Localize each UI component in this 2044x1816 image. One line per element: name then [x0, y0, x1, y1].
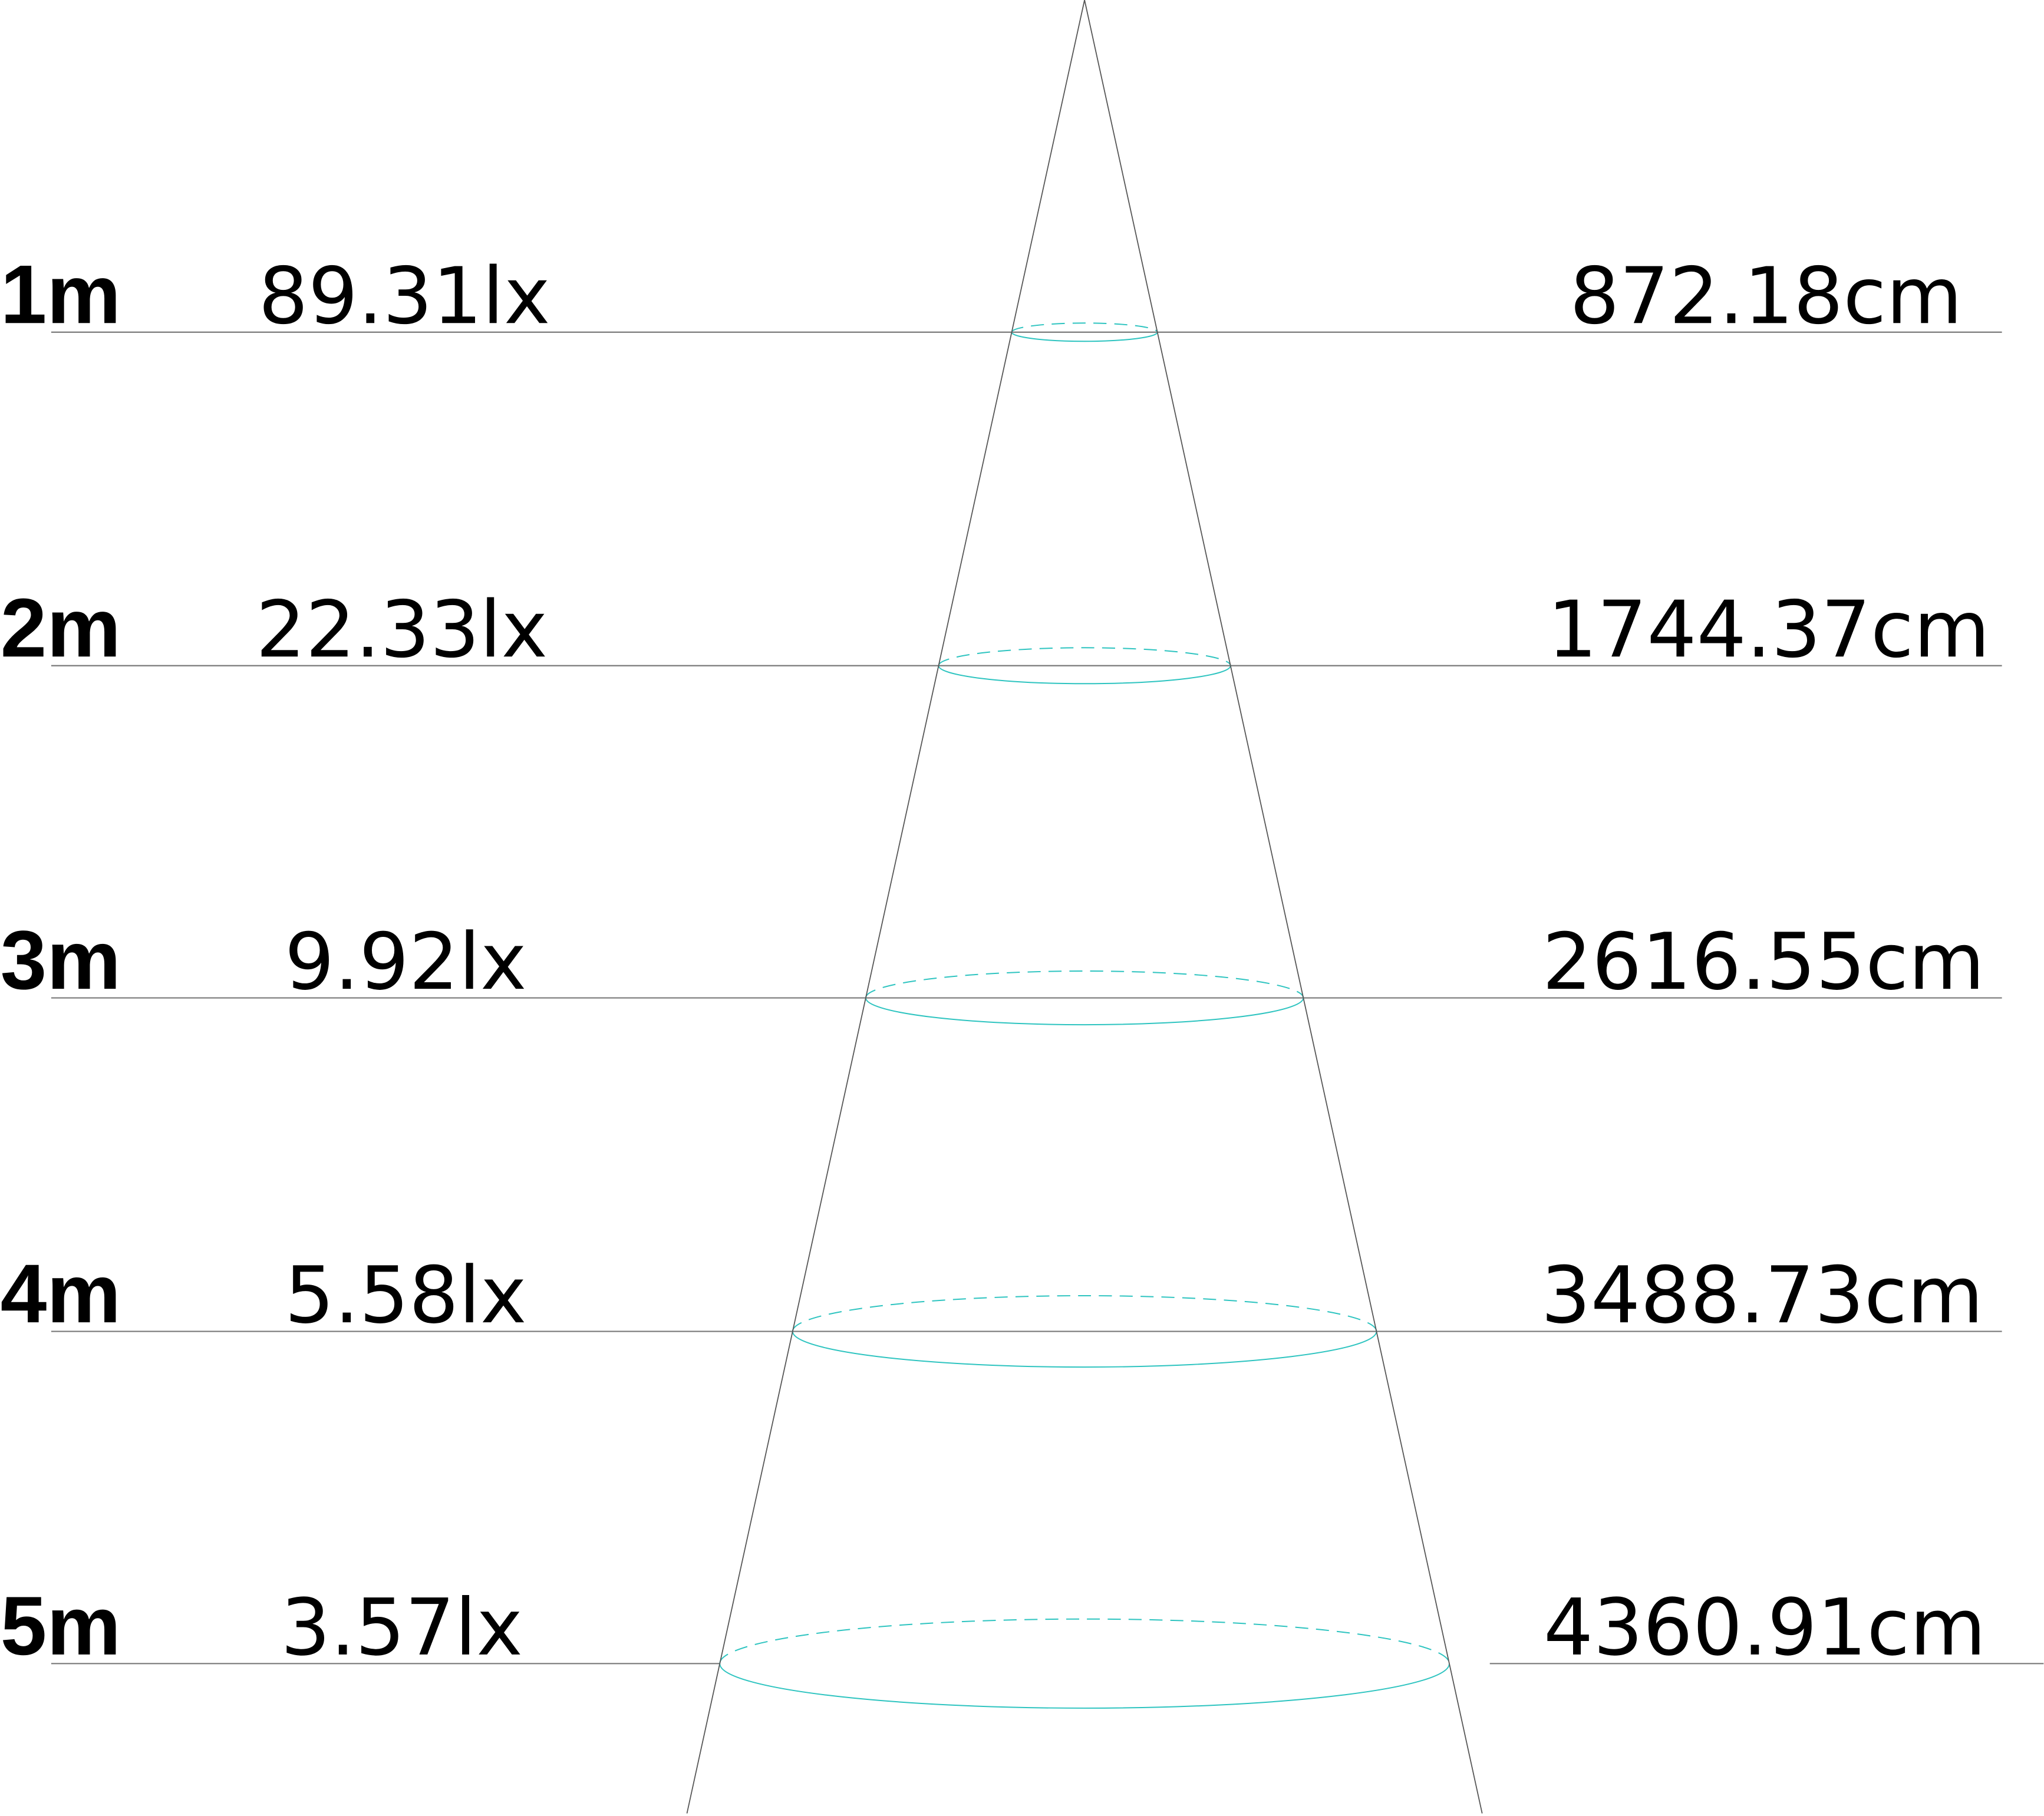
row-1m: 1m 89.31lx 872.18cm: [1, 247, 1963, 342]
beam-diameter-value: 2616.55cm: [1542, 917, 1985, 1008]
beam-ellipse-front: [865, 998, 1304, 1026]
beam-ellipse-back: [938, 647, 1231, 666]
beam-ellipse-back: [719, 1618, 1450, 1664]
distance-label: 4m: [1, 1247, 121, 1340]
distance-label: 3m: [1, 913, 121, 1006]
beam-ellipse-front: [719, 1663, 1450, 1709]
distance-label: 5m: [1, 1579, 121, 1672]
row-2m: 2m 22.33lx 1744.37cm: [1, 581, 1990, 675]
illuminance-value: 22.33lx: [256, 585, 548, 675]
row-3m: 3m 9.92lx 2616.55cm: [1, 913, 1985, 1008]
illuminance-value: 3.57lx: [281, 1583, 523, 1673]
illuminance-value: 9.92lx: [285, 917, 527, 1008]
beam-diameter-value: 4360.91cm: [1544, 1583, 1986, 1673]
beam-ellipse-front: [938, 665, 1231, 685]
cone-geometry: [51, 0, 2044, 1814]
row-5m: 5m 3.57lx 4360.91cm: [1, 1579, 1986, 1673]
distance-label: 2m: [1, 581, 121, 674]
cone-right-edge: [1084, 0, 1483, 1814]
cone-left-edge: [686, 0, 1085, 1814]
beam-ellipse-front: [792, 1331, 1377, 1368]
distance-label: 1m: [1, 247, 121, 341]
beam-diameter-value: 872.18cm: [1570, 251, 1962, 342]
illuminance-value: 5.58lx: [285, 1250, 527, 1341]
beam-ellipse-back: [1011, 322, 1158, 333]
beam-ellipse-back: [792, 1295, 1377, 1332]
illuminance-value: 89.31lx: [258, 251, 550, 342]
row-4m: 4m 5.58lx 3488.73cm: [1, 1247, 1983, 1341]
beam-diameter-value: 1744.37cm: [1548, 585, 1990, 675]
beam-ellipse-front: [1011, 332, 1158, 342]
beam-diameter-value: 3488.73cm: [1541, 1250, 1983, 1341]
beam-ellipse-back: [865, 970, 1304, 998]
